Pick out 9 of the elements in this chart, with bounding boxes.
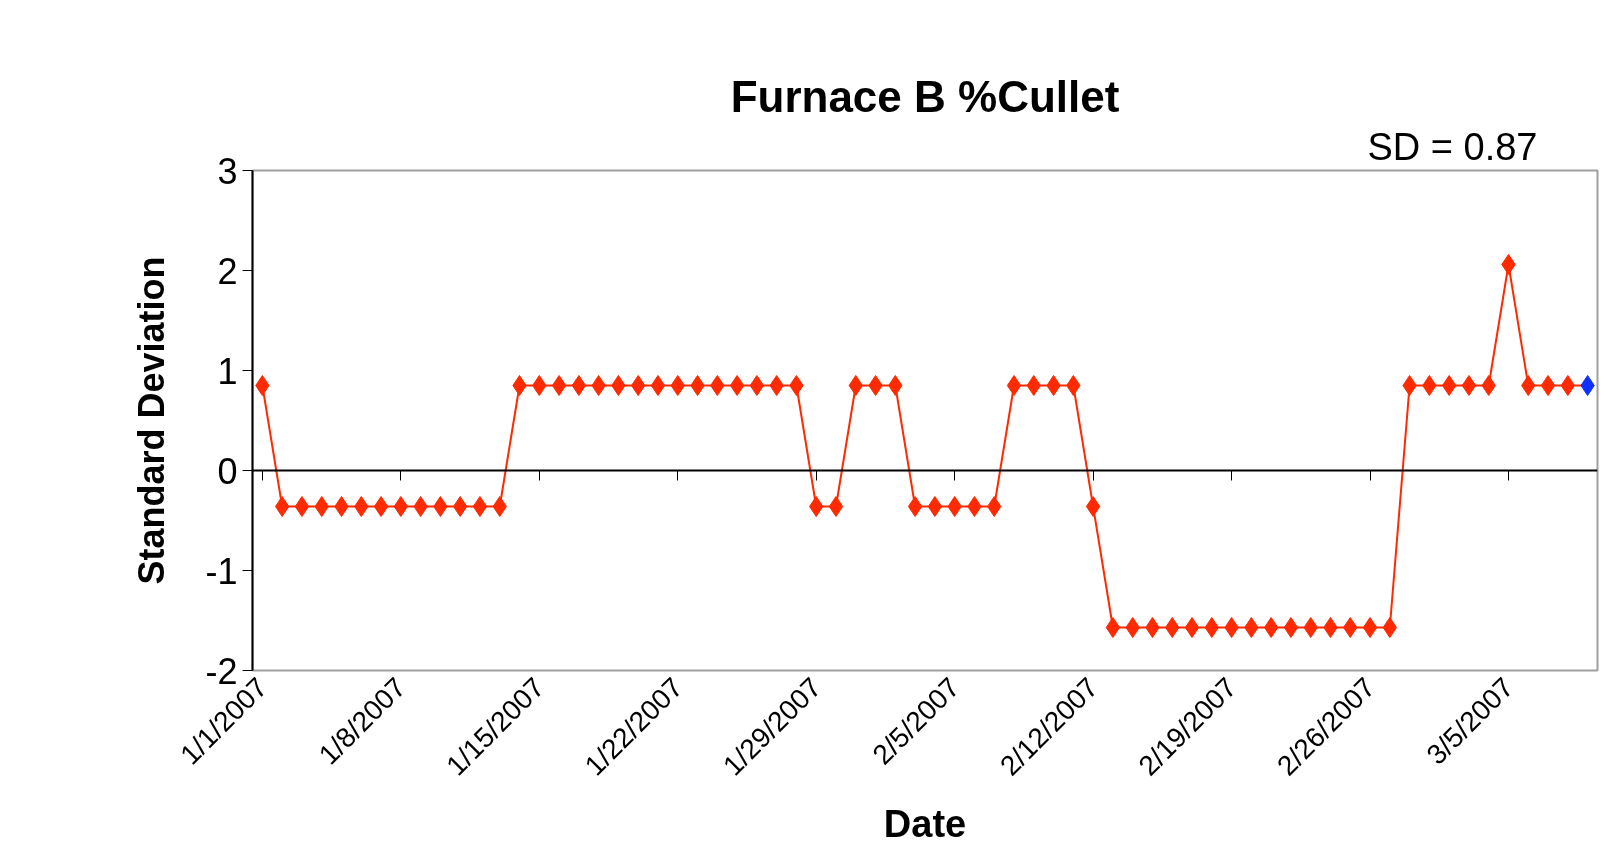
chart-title: Furnace B %Cullet	[730, 71, 1120, 121]
y-tick-label: 2	[217, 250, 238, 292]
y-tick-label: 1	[217, 350, 238, 392]
text: SD = 0.87	[1367, 125, 1538, 168]
y-tick-label: 3	[217, 150, 238, 192]
x-axis-title: Date	[883, 802, 967, 845]
y-axis-title: Standard Deviation	[131, 256, 173, 585]
y-tick-label: -1	[205, 550, 238, 592]
y-tick-label: 0	[217, 450, 238, 492]
